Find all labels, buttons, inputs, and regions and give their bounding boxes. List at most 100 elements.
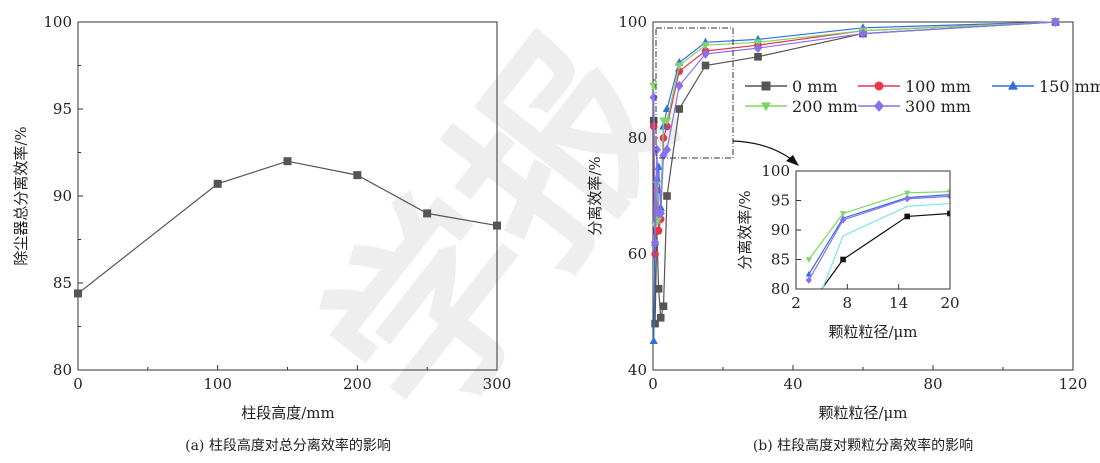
inset-y-axis-label: 分离效率/% [736,190,754,269]
panel-b-y-tick-label: 40 [628,361,647,379]
zoom-pointer-arrow [732,140,796,163]
panel-a-x-tick-label: 100 [203,375,232,393]
legend-label: 300 mm [905,97,971,116]
panel-b-data-point [662,144,672,155]
panel-b-data-point [649,82,658,91]
legend-label: 0 mm [792,77,838,96]
inset-data-point [946,189,950,196]
panel-a-y-tick-label: 95 [53,100,72,118]
inset-series-line [821,202,950,289]
inset-series-line [808,194,950,275]
inset-y-tick-label: 85 [771,251,790,269]
zoom-region-box [655,27,734,159]
panel-a-y-tick-label: 90 [53,187,72,205]
panel-b-y-axis-label: 分离效率/% [586,156,604,235]
panel-b-data-point [649,336,658,345]
panel-a-series [74,157,501,298]
panel-b-data-point [701,61,710,70]
inset-y-tick-label: 95 [771,192,790,210]
inset-data-point [947,210,950,217]
panel-b-x-axis-label: 颗粒粒径/μm [818,404,907,422]
inset-data-point [805,270,812,277]
legend-swatch-marker [874,100,884,112]
panel-b-data-point [650,237,660,248]
panel-b-data-point [753,43,763,54]
inset-x-tick-label: 20 [940,294,959,312]
panel-b-data-point [675,62,684,71]
inset-data-point [840,256,846,263]
inset-data-point [839,211,847,217]
inset-series-line [808,191,950,260]
inset-x-axis-label: 颗粒粒径/μm [828,323,917,341]
panel-a-x-tick-label: 300 [483,375,512,393]
panel-b-series-line [653,21,1056,243]
panel-b-data-point [1051,17,1060,27]
legend-swatch-marker [1008,80,1018,90]
legend-label: 100 mm [905,77,971,96]
panel-b-x-tick-label: 0 [648,375,658,393]
inset-x-tick-label: 2 [791,294,801,312]
panel-a-x-tick-label: 200 [343,375,372,393]
inset: 2 8 14 20 80 85 90 95 100 颗粒粒径/μm 分离效率/% [736,162,960,341]
panel-a-data-point [74,289,82,298]
panel-b-x-tick-label: 120 [1059,375,1088,393]
panel-a-series-line [77,160,498,294]
zoom-pointer-arrowhead [786,155,799,166]
panel-b-data-point [675,80,684,91]
panel-b-y-tick-label: 100 [618,13,647,31]
legend-swatch-marker [874,81,884,91]
panel-b-data-point [754,53,762,61]
inset-ticks: 2 8 14 20 80 85 90 95 100 [761,162,959,312]
panel-b-data-point [656,314,665,322]
panel-a-data-point [283,157,292,166]
legend-label: 200 mm [792,97,858,116]
legend: 0 mm 100 mm 150 mm 200 mm 300 mm [745,77,1100,116]
inset-x-tick-label: 14 [889,294,908,312]
panel-b-series-line [653,21,1056,324]
panel-b-data-point [662,117,672,126]
panel-b-data-point [753,39,763,47]
panel-a-data-point [493,221,501,230]
panel-a-data-point [213,179,222,188]
inset-y-tick-label: 100 [761,162,790,180]
inset-data-point [904,213,911,220]
panel-b-data-point [652,144,662,155]
legend-label: 150 mm [1039,77,1100,96]
panel-a-caption: (a) 柱段高度对总分离效率的影响 [185,437,391,454]
inset-data-point [904,190,911,197]
panel-b-data-point [649,92,658,103]
inset-data-point [946,192,950,201]
inset-y-tick-label: 90 [771,221,790,239]
panel-b-data-point [675,105,684,113]
inset-data-point [904,195,911,203]
panel-a-data-point [353,171,362,180]
inset-data-point [839,216,847,224]
panel-a: 0 100 200 300 80 85 90 95 100 柱段高度/mm 除尘器总分离效率/%… [12,13,511,454]
inset-background [796,171,950,289]
inset-data-point [810,298,816,304]
panel-a-y-tick-label: 80 [53,361,72,379]
inset-series-line [820,212,950,289]
panel-a-data-point [423,209,432,218]
inset-data-point [805,257,812,263]
panel-b-data-point [701,42,710,50]
panel-b-data-point [659,302,668,310]
panel-b-x-tick-label: 40 [783,375,802,393]
inset-series-line [808,195,950,281]
panel-b-caption: (b) 柱段高度对颗粒分离效率的影响 [753,437,973,454]
panel-a-y-tick-label: 100 [43,13,72,31]
panel-b-data-point [663,192,671,200]
panel-b-data-point [654,227,663,235]
panel-a-y-axis-label: 除尘器总分离效率/% [12,126,30,265]
panel-a-x-axis-label: 柱段高度/mm [241,404,335,422]
panel-b-data-point [858,28,868,39]
panel-b-y-tick-label: 60 [628,245,647,263]
panel-a-ticks: 0 100 200 300 80 85 90 95 100 [43,13,511,393]
panel-a-x-tick-label: 0 [73,375,83,393]
inset-series [805,189,950,304]
panel-b-data-point [654,285,663,293]
inset-data-point [805,276,812,284]
panel-a-y-tick-label: 85 [53,274,72,292]
